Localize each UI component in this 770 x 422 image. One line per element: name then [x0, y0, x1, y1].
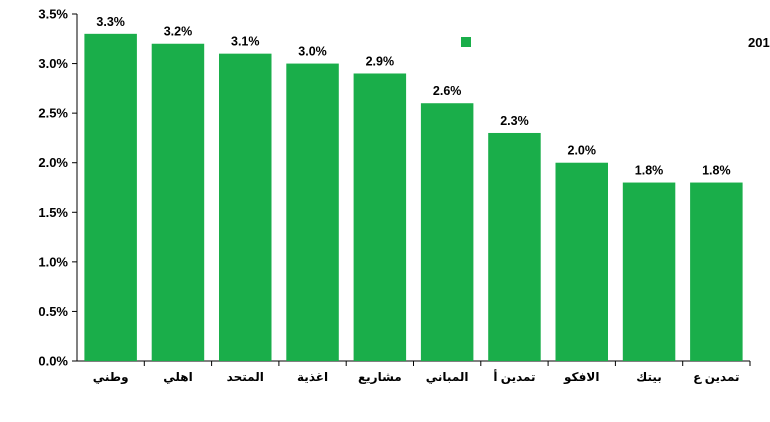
x-tick-label: تمدين ع — [693, 370, 739, 384]
data-label: 3.3% — [96, 15, 125, 29]
x-tick-label: وطني — [93, 370, 129, 385]
x-tick-label: اغذية — [297, 370, 328, 384]
y-tick-label: 1.5% — [38, 205, 68, 220]
x-tick-label: المباني — [426, 370, 469, 384]
y-tick-label: 0.5% — [38, 304, 68, 319]
data-label: 2.3% — [500, 114, 529, 128]
x-tick-label: المتحد — [227, 370, 264, 384]
bar — [690, 182, 743, 361]
x-tick-label: بيتك — [636, 370, 661, 384]
x-tick-label: مشاريع — [358, 370, 402, 384]
bar — [488, 132, 541, 361]
bars: 3.3% 3.2% 3.1% 3.0% 2.9% 2.6% 2.3% 2.0% 1.8% 1.8% — [84, 15, 743, 362]
x-tick-label: اهلي — [163, 370, 192, 384]
x-tick-label: تمدين أ — [493, 369, 535, 384]
x-axis: وطني اهلي المتحد اغذية مشاريع المباني تمدين أ ا… — [77, 360, 751, 385]
bar — [420, 103, 474, 361]
y-axis: 0.0% 0.5% 1.0% 1.5% 2.0% 2.5% 3.0% 3.5% — [38, 7, 78, 369]
y-tick-label: 1.0% — [38, 254, 68, 269]
y-tick-label: 2.0% — [38, 155, 68, 170]
data-label: 1.8% — [702, 164, 731, 178]
legend-swatch — [461, 37, 471, 47]
data-label: 2.0% — [568, 144, 597, 158]
bar — [84, 33, 137, 361]
bar — [353, 73, 407, 361]
data-label: 3.0% — [298, 45, 327, 59]
bar — [219, 53, 272, 362]
y-tick-label: 0.0% — [38, 354, 68, 369]
bar — [622, 182, 676, 361]
bar — [151, 43, 205, 361]
bar — [555, 162, 608, 361]
legend: عائد التوزيعات النقدية للاسهم المفضلة لع… — [461, 35, 770, 51]
data-label: 3.2% — [164, 25, 193, 39]
data-label: 3.1% — [231, 35, 260, 49]
bar — [286, 63, 339, 361]
y-tick-label: 2.5% — [38, 106, 68, 121]
x-tick-label: الافكو — [563, 370, 599, 385]
y-tick-label: 3.0% — [38, 56, 68, 71]
data-label: 2.6% — [433, 84, 462, 98]
legend-label: عائد التوزيعات النقدية للاسهم المفضلة لع… — [748, 35, 770, 51]
data-label: 2.9% — [366, 54, 395, 68]
y-tick-label: 3.5% — [38, 7, 68, 22]
data-label: 1.8% — [635, 164, 664, 178]
